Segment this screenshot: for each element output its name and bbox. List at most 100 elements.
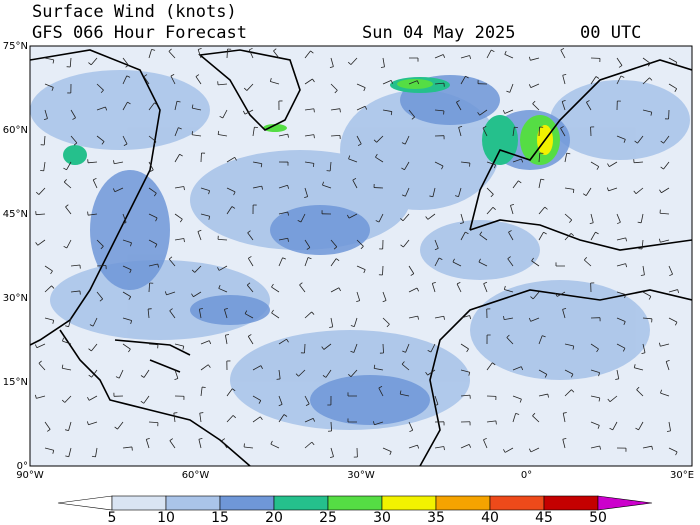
wind-barb <box>252 127 255 137</box>
wind-barb <box>508 230 512 233</box>
wind-barb <box>598 397 601 402</box>
wind-barb <box>34 344 38 348</box>
wind-barb <box>677 289 680 294</box>
wind-barb <box>490 194 494 198</box>
wind-barb <box>198 439 202 449</box>
wind-barb <box>530 83 540 89</box>
subtitle: GFS 066 Hour Forecast <box>32 23 247 43</box>
wind-barb <box>442 54 446 58</box>
wind-barb <box>633 161 644 164</box>
wind-barb <box>668 447 678 453</box>
wind-barb <box>386 323 390 328</box>
wind-barb <box>353 343 358 353</box>
wind-barb <box>273 48 277 52</box>
wind-barb <box>148 282 151 293</box>
wind-barb <box>468 444 472 448</box>
wind-barb <box>248 49 254 59</box>
wind-barb <box>207 364 211 368</box>
wind-barb <box>405 343 410 353</box>
wind-barb <box>299 282 303 286</box>
wind-barb <box>286 338 289 343</box>
wind-barb <box>634 140 638 144</box>
wind-barb <box>400 393 410 397</box>
wind-barb <box>91 455 96 458</box>
wind-barb <box>356 239 364 247</box>
wind-barb <box>408 80 418 85</box>
wind-barb <box>636 386 640 390</box>
wind-barb <box>148 49 152 59</box>
wind-barb <box>127 101 131 105</box>
wind-barb <box>382 317 390 325</box>
wind-barb <box>538 335 543 345</box>
colorbar-label: 45 <box>535 510 553 525</box>
wind-barb <box>154 102 158 106</box>
wind-barb <box>330 258 337 267</box>
wind-barb <box>252 161 262 165</box>
wind-barb <box>70 264 80 267</box>
colorbar-label: 10 <box>157 510 175 525</box>
wind-barb <box>63 181 72 189</box>
wind-barb <box>329 326 333 328</box>
wind-barb <box>640 213 644 223</box>
wind-barb <box>72 117 76 120</box>
wind-barb <box>63 245 68 249</box>
wind-barb <box>375 153 378 158</box>
wind-barb <box>512 413 517 423</box>
wind-barb <box>145 439 150 449</box>
lat-label: 0° <box>17 461 28 472</box>
wind-barb <box>636 389 644 397</box>
wind-barb <box>122 101 128 111</box>
wind-barb <box>570 373 574 378</box>
wind-barb <box>244 310 248 314</box>
wind-barb <box>154 244 158 248</box>
wind-barb <box>669 273 673 277</box>
wind-barb <box>660 343 670 347</box>
wind-barb <box>66 161 72 171</box>
wind-barb <box>198 438 203 440</box>
wind-barb <box>221 440 228 449</box>
wind-barb <box>434 161 444 167</box>
wind-barb <box>514 126 518 129</box>
wind-barb <box>562 309 566 319</box>
wind-barb <box>192 107 202 111</box>
wind-barb <box>192 134 202 137</box>
wind-barb <box>562 439 566 449</box>
wind-barb <box>148 135 157 143</box>
wind-barb <box>247 232 254 241</box>
wind-barb <box>248 256 252 259</box>
wind-barb <box>115 376 120 379</box>
wind-barb <box>36 395 46 399</box>
wind-barb <box>283 414 288 417</box>
wind-barb <box>538 153 541 163</box>
wind-barb <box>590 213 594 223</box>
wind-barb <box>43 118 48 121</box>
wind-barb <box>226 157 235 163</box>
wind-barb <box>330 57 334 67</box>
wind-barb <box>660 239 670 243</box>
wind-barb <box>408 444 418 449</box>
wind-barb <box>564 343 574 347</box>
wind-barb <box>564 369 574 375</box>
wind-barb <box>633 364 636 368</box>
wind-barb <box>197 231 202 241</box>
wind-barb <box>408 109 415 118</box>
wind-barb <box>61 364 64 369</box>
wind-barb <box>182 346 185 350</box>
wind-barb <box>456 281 461 285</box>
wind-barb <box>607 163 610 167</box>
wind-barb <box>226 187 236 193</box>
wind-barb <box>62 367 72 371</box>
lat-label: 45°N <box>3 209 28 220</box>
wind-barb <box>503 285 506 290</box>
wind-barb <box>304 395 310 405</box>
wind-barb <box>169 310 176 319</box>
wind-barb <box>114 187 124 193</box>
wind-barb <box>466 348 469 353</box>
wind-barb <box>246 83 254 91</box>
wind-barb <box>399 390 402 395</box>
wind-barb <box>278 237 288 241</box>
wind-barb <box>278 211 288 215</box>
wind-barb <box>509 83 514 93</box>
wind-barb <box>122 213 127 223</box>
wind-barb <box>129 269 132 274</box>
